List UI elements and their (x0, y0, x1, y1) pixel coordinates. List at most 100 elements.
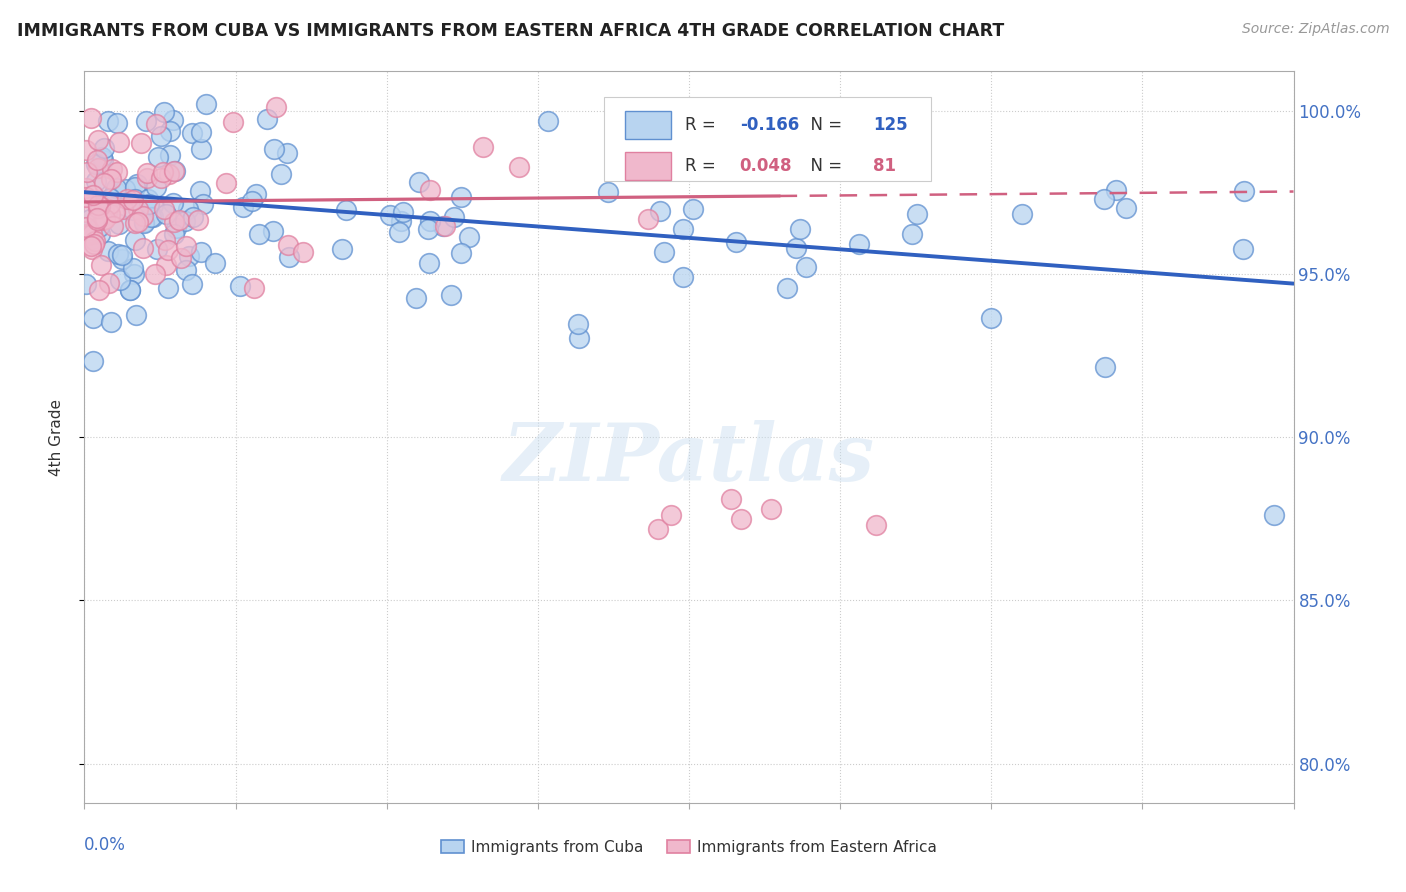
Text: 0.048: 0.048 (740, 157, 792, 175)
Point (82, 232, 104, 246)
Point (98, 207, 121, 221)
Point (115, 192, 138, 206)
Point (568, 331, 591, 345)
Point (120, 283, 142, 297)
Point (136, 166, 159, 180)
Point (89, 219, 111, 234)
Point (108, 135, 131, 149)
Point (118, 283, 141, 297)
Point (191, 197, 214, 211)
Point (86, 212, 108, 227)
Point (901, 227, 924, 241)
Point (380, 208, 402, 222)
Point (80, 227, 103, 241)
Point (1094, 359, 1116, 374)
Text: N =: N = (800, 157, 848, 175)
Point (440, 288, 463, 302)
Point (80, 239, 103, 253)
Point (101, 219, 124, 234)
Text: R =: R = (685, 157, 721, 175)
Point (107, 247, 129, 261)
Point (77, 228, 100, 243)
Point (167, 213, 190, 227)
Point (87, 198, 110, 212)
Point (240, 194, 263, 208)
Point (114, 182, 136, 196)
Point (443, 211, 465, 225)
Point (108, 218, 131, 232)
Point (75, 190, 97, 204)
Point (143, 267, 166, 281)
Point (138, 196, 160, 211)
Text: 81: 81 (873, 157, 896, 175)
Point (87, 201, 110, 215)
Point (146, 242, 169, 256)
Point (111, 248, 134, 262)
Point (127, 214, 149, 228)
Point (418, 256, 440, 270)
Point (152, 202, 174, 216)
Text: 125: 125 (873, 116, 907, 134)
Point (139, 210, 162, 224)
Point (190, 244, 212, 259)
Point (232, 200, 254, 214)
Point (174, 263, 197, 277)
Point (132, 241, 155, 255)
Point (194, 97, 217, 112)
Point (419, 214, 441, 228)
Point (416, 221, 439, 235)
Point (84, 174, 107, 188)
Point (83, 237, 105, 252)
Point (134, 216, 156, 230)
Point (187, 213, 209, 227)
Point (111, 252, 134, 267)
Point (124, 216, 146, 230)
Point (672, 270, 695, 285)
Point (163, 215, 186, 229)
Point (121, 193, 143, 207)
Point (89, 227, 111, 241)
Point (163, 164, 186, 178)
Point (181, 126, 204, 140)
Point (159, 148, 181, 162)
Point (125, 177, 148, 191)
Point (672, 221, 695, 235)
Point (270, 167, 292, 181)
Point (80, 242, 103, 256)
Point (789, 222, 811, 236)
Point (104, 185, 127, 199)
Point (77, 227, 100, 241)
Point (90, 150, 112, 164)
Bar (624, 111, 671, 139)
Point (155, 259, 177, 273)
Point (94, 212, 117, 227)
Point (292, 245, 315, 260)
Point (865, 518, 887, 533)
Point (204, 256, 226, 270)
Point (135, 170, 157, 185)
Point (89, 283, 111, 297)
Point (84, 157, 107, 171)
Point (157, 243, 180, 257)
Point (149, 170, 172, 185)
Point (647, 522, 669, 536)
Point (98, 191, 121, 205)
Point (79, 211, 101, 226)
Point (91, 213, 114, 227)
Point (1011, 207, 1033, 221)
Point (472, 140, 495, 154)
Point (262, 224, 284, 238)
Point (100, 172, 122, 186)
Point (243, 280, 266, 294)
Point (124, 233, 146, 247)
Text: R =: R = (685, 116, 721, 134)
Point (105, 116, 128, 130)
Point (75, 205, 97, 219)
Point (598, 186, 620, 200)
Point (91, 153, 114, 167)
Point (785, 241, 807, 255)
Point (1115, 201, 1137, 215)
Point (537, 113, 560, 128)
Point (508, 160, 530, 174)
Point (157, 168, 180, 182)
